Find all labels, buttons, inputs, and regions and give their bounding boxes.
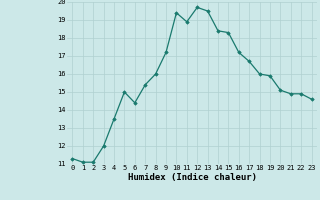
X-axis label: Humidex (Indice chaleur): Humidex (Indice chaleur) xyxy=(127,173,257,182)
